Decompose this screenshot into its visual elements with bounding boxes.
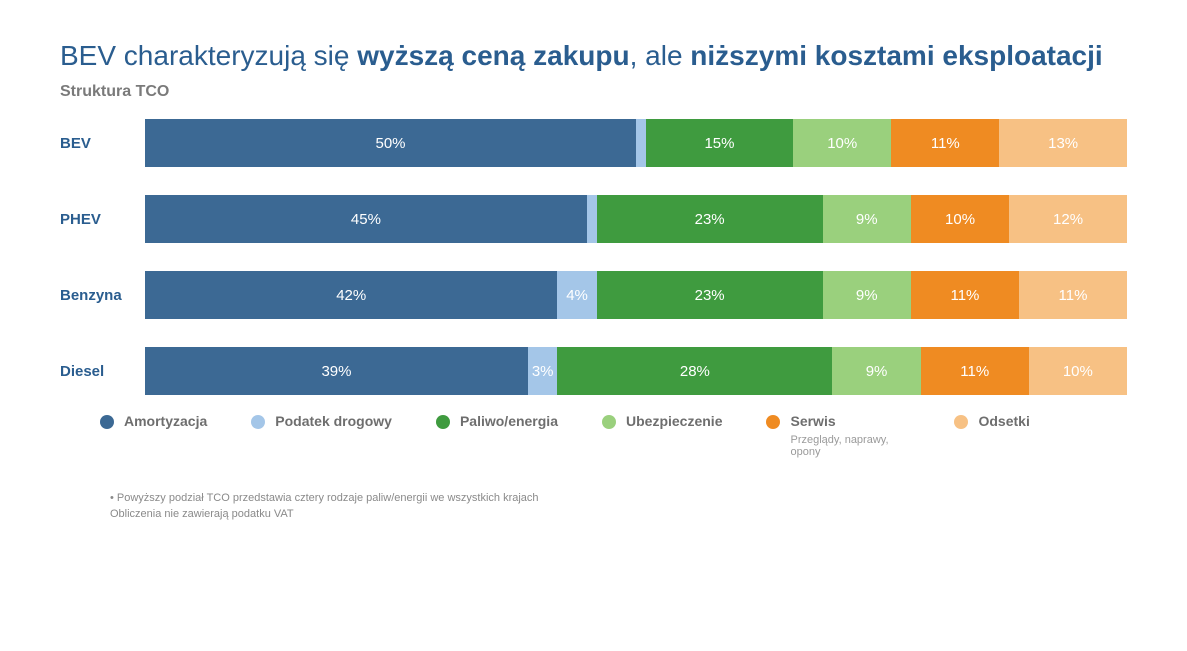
legend-swatch (100, 415, 114, 429)
segment-value: 10% (1063, 363, 1093, 380)
segment-value: 9% (866, 363, 888, 380)
legend-swatch (602, 415, 616, 429)
chart-row: BEV 50% 15% 10% 11% 13% (60, 119, 1127, 167)
stacked-bar: 45% 23% 9% 10% 12% (145, 195, 1127, 243)
stacked-bar: 42% 4% 23% 9% 11% 11% (145, 271, 1127, 319)
segment-value: 3% (532, 363, 554, 380)
stacked-bar: 39% 3% 28% 9% 11% 10% (145, 347, 1127, 395)
row-label: PHEV (60, 211, 145, 228)
legend-item-amortyzacja: Amortyzacja (100, 413, 207, 458)
bar-segment-odsetki: 11% (1019, 271, 1127, 319)
segment-value: 45% (351, 211, 381, 228)
segment-value: 28% (680, 363, 710, 380)
row-label: Diesel (60, 363, 145, 380)
legend-swatch (436, 415, 450, 429)
segment-value: 50% (375, 135, 405, 152)
chart-row: Diesel 39% 3% 28% 9% 11% 10% (60, 347, 1127, 395)
stacked-bar: 50% 15% 10% 11% 13% (145, 119, 1127, 167)
legend-item-serwis: Serwis Przeglądy, naprawy, opony (766, 413, 910, 458)
bar-segment-ubezpieczenie: 9% (823, 271, 911, 319)
segment-value: 15% (704, 135, 734, 152)
bar-segment-amortyzacja: 39% (145, 347, 528, 395)
bar-segment-odsetki: 12% (1009, 195, 1127, 243)
segment-value: 11% (931, 135, 960, 152)
legend-text-wrap: Podatek drogowy (275, 413, 392, 430)
chart-subtitle: Struktura TCO (60, 83, 1127, 101)
title-part-1: BEV charakteryzują się (60, 40, 357, 71)
legend-label: Odsetki (978, 413, 1029, 430)
bar-segment-amortyzacja: 42% (145, 271, 557, 319)
segment-value: 10% (945, 211, 975, 228)
page-title: BEV charakteryzują się wyższą ceną zakup… (60, 38, 1127, 73)
legend-swatch (954, 415, 968, 429)
bar-segment-paliwo: 23% (597, 195, 823, 243)
legend-swatch (766, 415, 780, 429)
bar-segment-paliwo: 15% (646, 119, 793, 167)
bar-segment-ubezpieczenie: 9% (823, 195, 911, 243)
segment-value: 39% (321, 363, 351, 380)
legend-item-podatek: Podatek drogowy (251, 413, 392, 458)
footnote-line: Obliczenia nie zawierają podatku VAT (110, 506, 1127, 523)
chart-legend: Amortyzacja Podatek drogowy Paliwo/energia… (60, 413, 1127, 458)
bar-segment-odsetki: 13% (999, 119, 1127, 167)
tco-stacked-bar-chart: BEV 50% 15% 10% 11% 13% PHEV 45% 23% 9% 10% 12% Benz… (60, 119, 1127, 395)
segment-value: 11% (950, 287, 979, 304)
row-label: Benzyna (60, 287, 145, 304)
segment-value: 23% (695, 287, 725, 304)
segment-value: 10% (827, 135, 857, 152)
segment-value: 23% (695, 211, 725, 228)
legend-text-wrap: Paliwo/energia (460, 413, 558, 430)
bar-segment-paliwo: 23% (597, 271, 823, 319)
title-bold-2: niższymi kosztami eksploatacji (690, 40, 1102, 71)
legend-label: Serwis (790, 413, 910, 430)
bar-segment-podatek: 3% (528, 347, 557, 395)
segment-value: 11% (1059, 287, 1088, 304)
legend-item-paliwo: Paliwo/energia (436, 413, 558, 458)
segment-value: 13% (1048, 135, 1078, 152)
bar-segment-podatek: 4% (557, 271, 596, 319)
row-label: BEV (60, 135, 145, 152)
chart-row: PHEV 45% 23% 9% 10% 12% (60, 195, 1127, 243)
bar-segment-amortyzacja: 45% (145, 195, 587, 243)
bar-segment-odsetki: 10% (1029, 347, 1127, 395)
legend-text-wrap: Amortyzacja (124, 413, 207, 430)
footnotes: • Powyższy podział TCO przedstawia czter… (60, 490, 1127, 523)
slide: BEV charakteryzują się wyższą ceną zakup… (0, 0, 1187, 543)
bar-segment-serwis: 11% (891, 119, 999, 167)
bar-segment-ubezpieczenie: 9% (832, 347, 920, 395)
legend-label: Amortyzacja (124, 413, 207, 430)
chart-row: Benzyna 42% 4% 23% 9% 11% 11% (60, 271, 1127, 319)
legend-label: Podatek drogowy (275, 413, 392, 430)
legend-text-wrap: Ubezpieczenie (626, 413, 722, 430)
segment-value: 42% (336, 287, 366, 304)
segment-value: 12% (1053, 211, 1083, 228)
legend-label: Paliwo/energia (460, 413, 558, 430)
title-part-2: , ale (630, 40, 691, 71)
segment-value: 9% (856, 211, 878, 228)
legend-label: Ubezpieczenie (626, 413, 722, 430)
legend-text-wrap: Odsetki (978, 413, 1029, 430)
segment-value: 11% (960, 363, 989, 380)
legend-item-odsetki: Odsetki (954, 413, 1029, 458)
bar-segment-podatek (636, 119, 646, 167)
bar-segment-amortyzacja: 50% (145, 119, 636, 167)
legend-text-wrap: Serwis Przeglądy, naprawy, opony (790, 413, 910, 458)
bar-segment-ubezpieczenie: 10% (793, 119, 891, 167)
bar-segment-serwis: 10% (911, 195, 1009, 243)
legend-item-ubezpieczenie: Ubezpieczenie (602, 413, 722, 458)
legend-sublabel: Przeglądy, naprawy, opony (790, 434, 910, 458)
legend-swatch (251, 415, 265, 429)
bar-segment-serwis: 11% (921, 347, 1029, 395)
bar-segment-paliwo: 28% (557, 347, 832, 395)
footnote-line: • Powyższy podział TCO przedstawia czter… (110, 490, 1127, 507)
title-bold-1: wyższą ceną zakupu (357, 40, 629, 71)
bar-segment-serwis: 11% (911, 271, 1019, 319)
bar-segment-podatek (587, 195, 597, 243)
segment-value: 9% (856, 287, 878, 304)
segment-value: 4% (566, 287, 588, 304)
